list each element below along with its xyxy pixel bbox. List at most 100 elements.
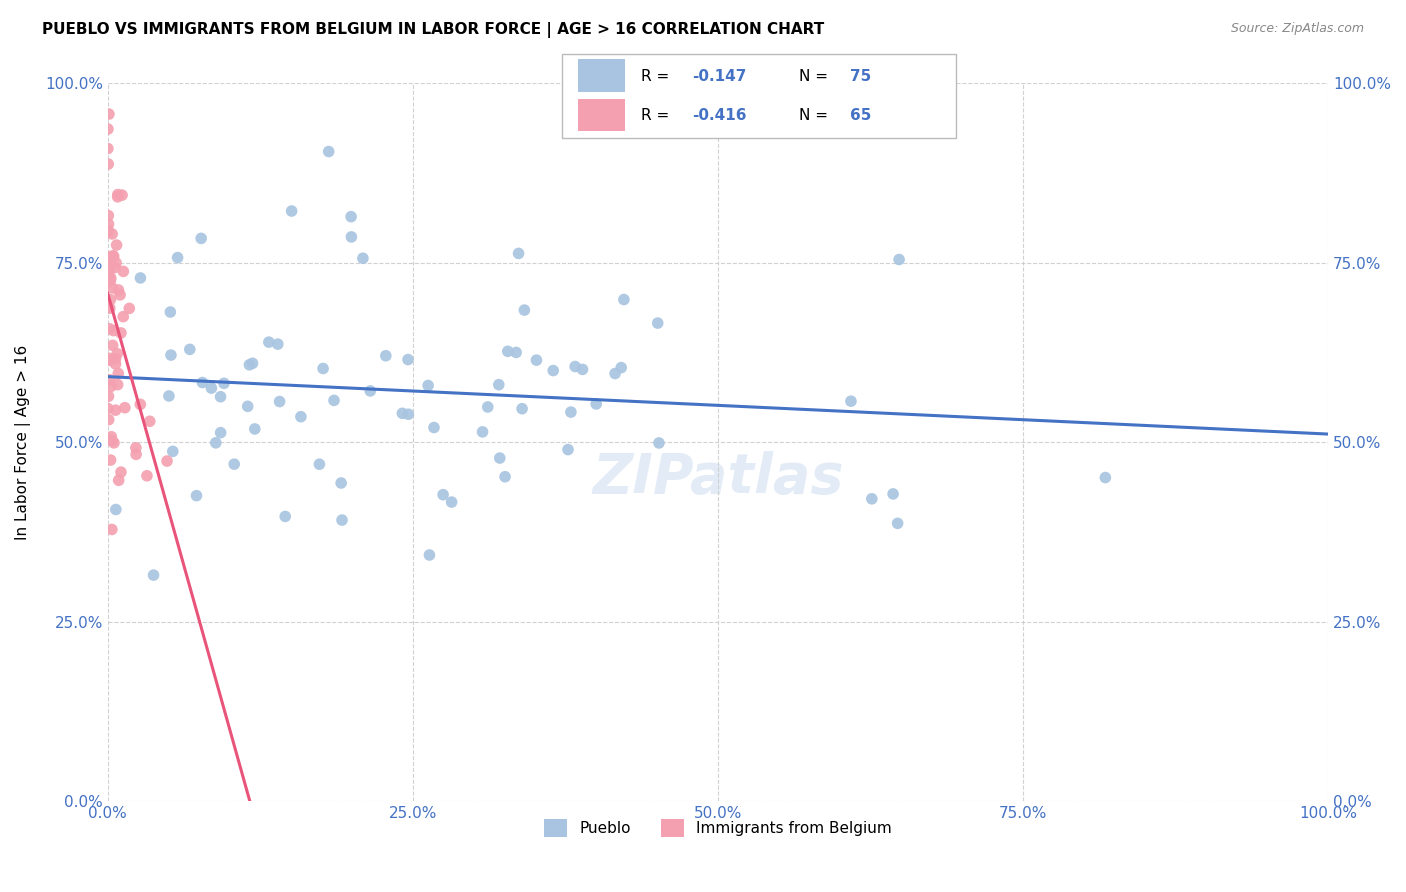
Point [107,367,129,381]
Point [280,204,302,219]
Point [104,502,127,516]
Point [209,425,232,440]
Point [110,465,132,479]
Point [112,310,135,324]
Point [129,271,152,285]
Point [98,351,121,366]
Point [242,356,264,370]
Point [882,487,904,501]
Text: N =: N = [799,69,832,84]
Point [212,376,235,391]
Point [603,367,626,381]
Point [209,390,232,404]
Text: -0.147: -0.147 [692,69,747,84]
Point [236,400,259,414]
Point [416,378,439,392]
Point [107,283,129,297]
Point [505,345,527,359]
Point [318,145,340,159]
Point [100,379,122,393]
Point [103,435,125,450]
Point [513,303,536,318]
Text: R =: R = [641,69,675,84]
Point [98,373,121,387]
Point [104,357,127,371]
Text: Source: ZipAtlas.com: Source: ZipAtlas.com [1230,22,1364,36]
Point [107,473,129,487]
Point [359,384,381,398]
Point [391,406,413,420]
Point [103,249,125,263]
Text: R =: R = [641,108,675,123]
Point [267,337,290,351]
Bar [578,60,626,92]
Point [887,252,910,267]
Point [100,273,122,287]
Point [557,442,579,457]
Point [257,335,280,350]
Point [312,361,335,376]
Point [111,188,134,202]
Point [496,344,519,359]
Point [97,217,120,231]
Point [488,377,510,392]
Point [105,256,128,270]
Point [647,316,669,330]
Point [560,405,582,419]
Point [104,351,127,366]
Point [101,281,124,295]
Point [98,270,121,285]
Point [98,353,121,368]
Point [101,434,124,448]
Point [323,393,346,408]
Point [97,209,120,223]
Point [107,190,129,204]
Point [118,301,141,316]
Point [112,264,135,278]
Point [114,401,136,415]
Point [613,293,636,307]
Point [107,187,129,202]
Point [571,362,593,376]
Point [860,491,883,506]
Text: 65: 65 [849,108,872,123]
Point [108,288,131,302]
Point [100,271,122,285]
Point [100,430,122,444]
Point [138,414,160,428]
Point [179,343,201,357]
Point [97,122,120,136]
Point [564,359,586,374]
Point [159,305,181,319]
Point [352,252,374,266]
Point [125,441,148,455]
Point [440,495,463,509]
Point [510,401,533,416]
Point [224,457,246,471]
Point [100,293,122,307]
Point [308,457,330,471]
Point [105,346,128,360]
Text: ZIPatlas: ZIPatlas [592,451,844,505]
Point [290,409,312,424]
Point [105,238,128,252]
Bar [578,99,626,131]
Point [471,425,494,439]
Point [396,352,419,367]
Point [101,523,124,537]
Point [160,348,183,362]
Point [157,389,180,403]
Point [97,142,120,156]
Point [97,223,120,237]
Point [541,363,564,377]
Point [129,397,152,411]
Point [243,422,266,436]
Point [125,447,148,461]
Point [274,509,297,524]
Point [97,413,120,427]
Point [238,358,260,372]
Point [136,468,159,483]
Point [156,454,179,468]
Point [1094,470,1116,484]
Point [396,407,419,421]
